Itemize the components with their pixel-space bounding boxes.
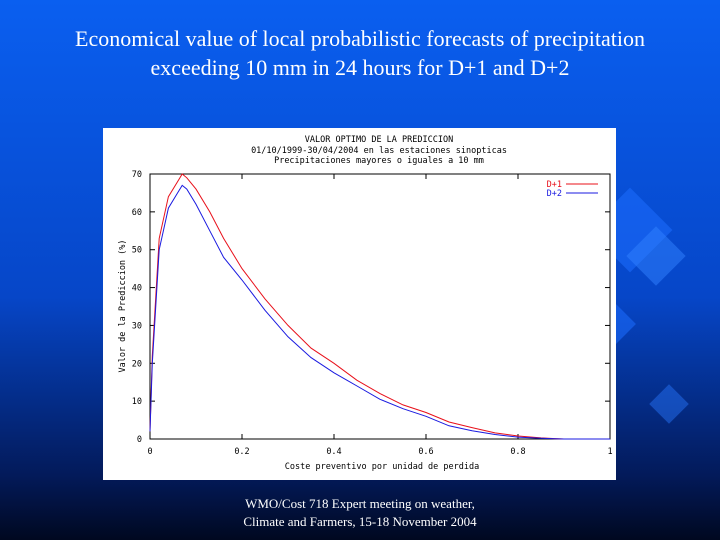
chart-panel: VALOR OPTIMO DE LA PREDICCION 01/10/1999… <box>103 128 616 480</box>
x-tick-label: 0 <box>147 447 152 457</box>
y-tick-label: 20 <box>132 359 142 369</box>
y-tick-label: 40 <box>132 284 142 294</box>
y-tick-label: 10 <box>132 397 142 407</box>
y-axis-label: Valor de la Prediccion (%) <box>118 239 128 372</box>
chart-title: VALOR OPTIMO DE LA PREDICCION <box>305 135 453 145</box>
series-line-d-1 <box>149 173 610 440</box>
y-tick-label: 30 <box>132 321 142 331</box>
series-line-d-2 <box>149 184 610 440</box>
x-axis-label: Coste preventivo por unidad de perdida <box>285 462 479 472</box>
legend-label-d-1: D+1 <box>547 180 562 190</box>
chart-subtitle-line-2: Precipitaciones mayores o iguales a 10 m… <box>274 156 484 166</box>
decorative-diamond <box>649 384 689 424</box>
chart-subtitle-line-1: 01/10/1999-30/04/2004 en las estaciones … <box>251 146 507 156</box>
legend-label-d-2: D+2 <box>547 189 562 199</box>
slide-title: Economical value of local probabilistic … <box>75 26 645 80</box>
y-tick-label: 0 <box>137 435 142 445</box>
y-tick-label: 50 <box>132 246 142 256</box>
y-tick-label: 60 <box>132 208 142 218</box>
x-tick-label: 0.4 <box>326 447 341 457</box>
x-tick-label: 0.2 <box>234 447 249 457</box>
slide-footer: WMO/Cost 718 Expert meeting on weather, … <box>243 496 477 529</box>
x-tick-label: 0.6 <box>418 447 433 457</box>
y-tick-label: 70 <box>132 170 142 180</box>
x-tick-label: 1 <box>607 447 612 457</box>
x-tick-label: 0.8 <box>510 447 525 457</box>
line-chart: VALOR OPTIMO DE LA PREDICCION 01/10/1999… <box>118 135 613 472</box>
plot-area-frame <box>149 173 611 440</box>
